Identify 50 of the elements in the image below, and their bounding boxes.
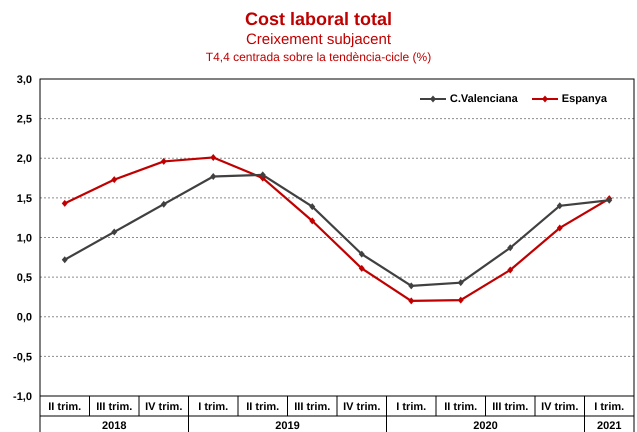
point bbox=[160, 158, 167, 165]
point bbox=[556, 224, 563, 232]
point bbox=[556, 202, 563, 210]
x-tick-label: II trim. bbox=[444, 400, 478, 413]
y-tick-label: 0,0 bbox=[16, 312, 32, 324]
y-tick-label: 1,5 bbox=[16, 192, 32, 205]
point bbox=[309, 217, 316, 224]
legend-label: C.Valenciana bbox=[450, 93, 518, 105]
point bbox=[507, 266, 514, 274]
text: 2020 bbox=[473, 420, 498, 432]
point bbox=[408, 282, 414, 290]
y-tick-label: -1,0 bbox=[13, 390, 32, 403]
point bbox=[358, 250, 365, 258]
point bbox=[62, 200, 68, 207]
point bbox=[210, 154, 216, 161]
point bbox=[210, 172, 216, 180]
point bbox=[458, 296, 464, 304]
chart-title: Cost laboral total bbox=[244, 8, 393, 30]
point bbox=[507, 244, 514, 252]
point bbox=[458, 279, 464, 286]
x-tick-label: III trim. bbox=[492, 400, 528, 413]
x-tick-label: I trim. bbox=[396, 400, 426, 413]
text: 2021 bbox=[597, 420, 622, 432]
y-tick-label: 3,0 bbox=[16, 74, 32, 86]
x-tick-label: III trim. bbox=[294, 400, 330, 413]
text: 2019 bbox=[275, 420, 300, 432]
y-tick-label: -0,5 bbox=[13, 351, 32, 364]
y-tick-label: 1,0 bbox=[16, 232, 32, 244]
x-tick-label: I trim. bbox=[594, 400, 624, 413]
point bbox=[309, 203, 316, 210]
point bbox=[408, 297, 414, 304]
x-tick-label: II trim. bbox=[48, 400, 82, 413]
x-tick-label: IV trim. bbox=[541, 400, 578, 413]
x-tick-label: II trim. bbox=[246, 400, 280, 413]
point bbox=[260, 171, 266, 178]
text: 2018 bbox=[102, 420, 126, 432]
x-tick-label: I trim. bbox=[198, 400, 228, 413]
y-tick-label: 0,5 bbox=[16, 272, 32, 284]
x-tick-label: IV trim. bbox=[343, 400, 380, 413]
point bbox=[111, 176, 118, 184]
y-tick-label: 2,0 bbox=[16, 153, 32, 166]
point bbox=[160, 200, 167, 208]
legend-label: Espanya bbox=[562, 93, 607, 105]
point bbox=[111, 228, 118, 236]
point bbox=[62, 256, 68, 264]
x-tick-label: III trim. bbox=[96, 400, 132, 413]
chart-subtitle: Creixement subjacent T4,4 centrada sobre la tendència-cicle (%) bbox=[204, 30, 432, 65]
y-tick-label: 2,5 bbox=[16, 114, 32, 126]
x-tick-label: IV trim. bbox=[145, 400, 182, 413]
point bbox=[358, 264, 365, 272]
